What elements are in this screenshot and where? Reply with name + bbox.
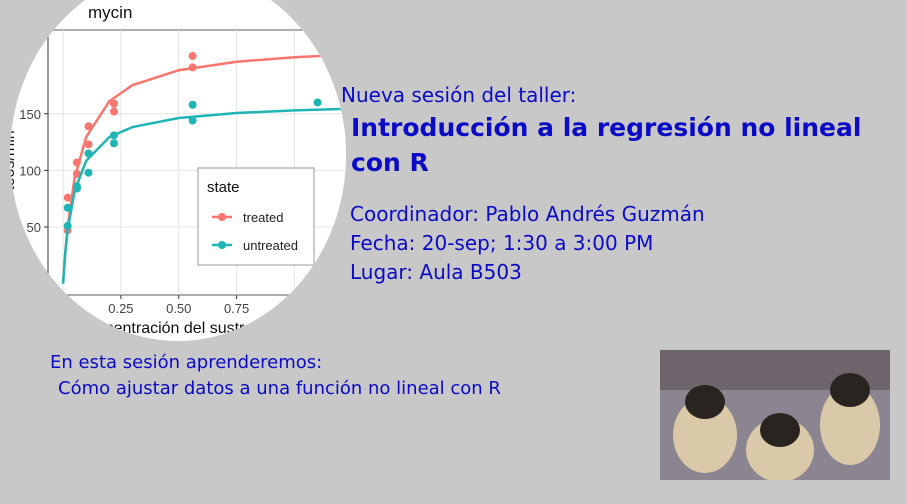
point: [109, 139, 118, 148]
point: [109, 99, 118, 108]
title: Introducción a la regresión no lineal: [351, 113, 862, 142]
legend-dot: [218, 241, 226, 249]
detail: Fecha: 20-sep; 1:30 a 3:00 PM: [350, 231, 654, 255]
point: [188, 100, 197, 109]
chart-title: mycin: [88, 3, 132, 22]
y-tick-label: 150: [19, 107, 41, 122]
title: con R: [351, 148, 429, 177]
intro: Nueva sesión del taller:: [341, 83, 577, 107]
y-tick-label: 50: [27, 220, 41, 235]
point: [188, 116, 197, 125]
point: [84, 122, 93, 131]
point: [188, 63, 197, 72]
point: [109, 131, 118, 140]
y-tick-label: 100: [19, 163, 41, 178]
point: [84, 149, 93, 158]
point: [63, 221, 72, 230]
point: [109, 107, 118, 116]
legend-dot: [218, 213, 226, 221]
x-tick-label: 0.75: [224, 301, 249, 316]
point: [63, 203, 72, 212]
point: [188, 52, 197, 61]
x-tick-label: 0.25: [108, 301, 133, 316]
chart: mycin centración del sustr oteos/min 50 1…: [1, 0, 346, 341]
x-tick-label: 0.00: [50, 301, 75, 316]
point: [72, 169, 81, 178]
x-tick-label: 1.00: [282, 301, 307, 316]
point: [63, 193, 72, 202]
legend-title: state: [207, 179, 240, 196]
y-label: oteos/min: [1, 130, 18, 199]
point: [84, 140, 93, 149]
x-tick-label: 0.50: [166, 301, 191, 316]
point: [72, 182, 81, 191]
x-label: centración del sustr: [106, 320, 245, 337]
legend-label: untreated: [243, 238, 298, 253]
learning-item: Cómo ajustar datos a una función no line…: [58, 378, 501, 399]
legend-label: treated: [243, 210, 283, 225]
pug-photo: [660, 350, 890, 480]
learning-heading: En esta sesión aprenderemos:: [50, 352, 323, 373]
detail: Lugar: Aula B503: [350, 260, 522, 284]
point: [84, 168, 93, 177]
detail: Coordinador: Pablo Andrés Guzmán: [350, 202, 705, 226]
point: [313, 98, 322, 107]
point: [72, 158, 81, 167]
chart-group: mycin centración del sustr oteos/min 50 1…: [1, 0, 346, 341]
fit-line: [61, 107, 341, 284]
